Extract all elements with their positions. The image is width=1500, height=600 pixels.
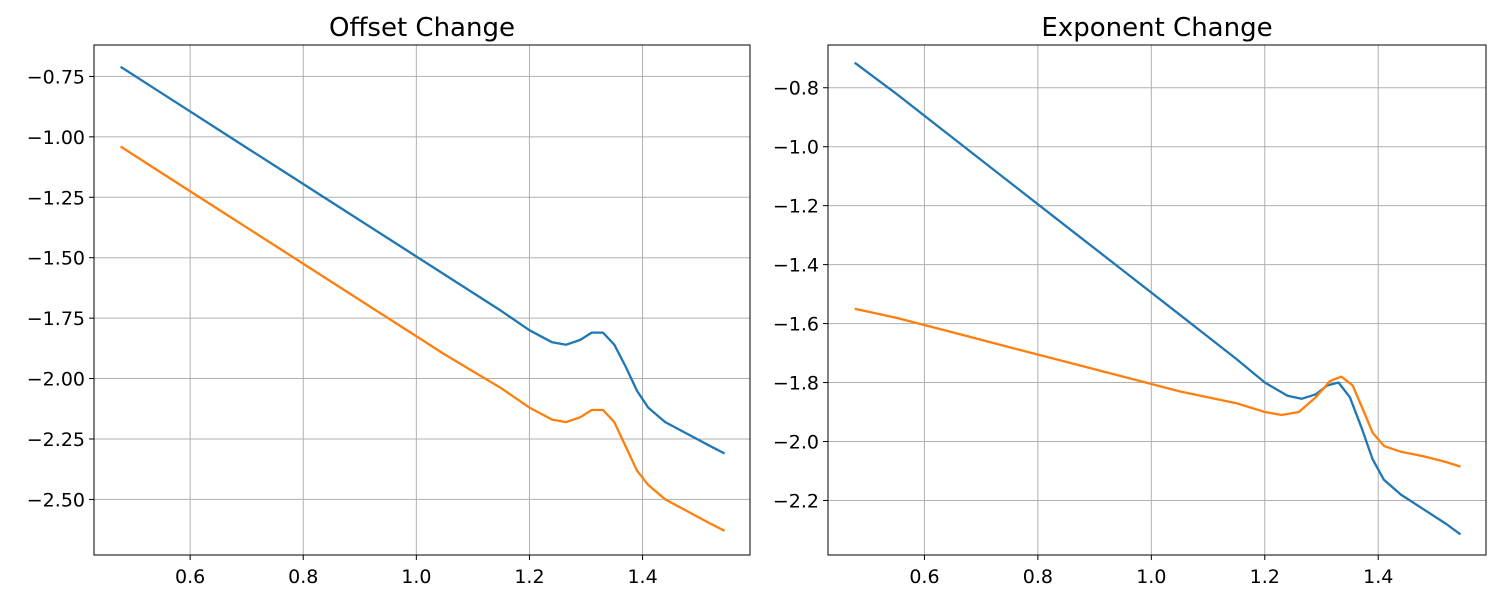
x-tick-label: 0.6 bbox=[909, 566, 939, 588]
y-tick-label: −2.00 bbox=[27, 369, 85, 391]
chart-panel-1: 0.6 0.8 1.0 1.2 1.4 −0.75 −1.00 −1.25 −1.50 −1.75… bbox=[27, 13, 751, 588]
x-tick-label: 1.4 bbox=[1363, 566, 1393, 588]
chart-title: Exponent Change bbox=[1041, 13, 1272, 43]
x-tick-label: 1.2 bbox=[514, 566, 544, 588]
x-tick-label: 0.6 bbox=[175, 566, 205, 588]
x-tick-label: 1.4 bbox=[627, 566, 657, 588]
y-tick-label: −1.00 bbox=[27, 127, 85, 149]
y-tick-label: −1.4 bbox=[773, 255, 819, 277]
axes-frame bbox=[827, 44, 1487, 556]
y-tick-label: −1.8 bbox=[773, 373, 819, 395]
y-tick-label: −1.75 bbox=[27, 308, 85, 330]
y-tick-label: −1.25 bbox=[27, 187, 85, 209]
series-line-2 bbox=[119, 145, 726, 532]
x-tick-label: 0.8 bbox=[1023, 566, 1053, 588]
y-tick-label: −2.50 bbox=[27, 489, 85, 511]
chart-panel-2: 0.6 0.8 1.0 1.2 1.4 −0.8 −1.0 −1.2 −1.4 −1.6 −1.8 −… bbox=[773, 13, 1487, 588]
x-tick-label: 0.8 bbox=[288, 566, 318, 588]
y-tick-label: −1.6 bbox=[773, 314, 819, 336]
y-tick-label: −1.2 bbox=[773, 196, 819, 218]
y-tick-label: −2.2 bbox=[773, 490, 819, 512]
y-tick-label: −2.0 bbox=[773, 432, 819, 454]
x-tick-label: 1.2 bbox=[1250, 566, 1280, 588]
axes-frame bbox=[93, 44, 751, 556]
series-line-2 bbox=[854, 307, 1461, 468]
series-line-1 bbox=[854, 61, 1462, 536]
chart-title: Offset Change bbox=[329, 13, 515, 43]
y-tick-label: −2.25 bbox=[27, 429, 85, 451]
y-tick-label: −1.0 bbox=[773, 137, 819, 159]
y-tick-label: −0.75 bbox=[27, 66, 85, 88]
series-line-1 bbox=[119, 65, 726, 455]
y-tick-label: −1.50 bbox=[27, 248, 85, 270]
y-tick-label: −0.8 bbox=[773, 78, 819, 100]
x-tick-label: 1.0 bbox=[1136, 566, 1166, 588]
x-tick-label: 1.0 bbox=[401, 566, 431, 588]
